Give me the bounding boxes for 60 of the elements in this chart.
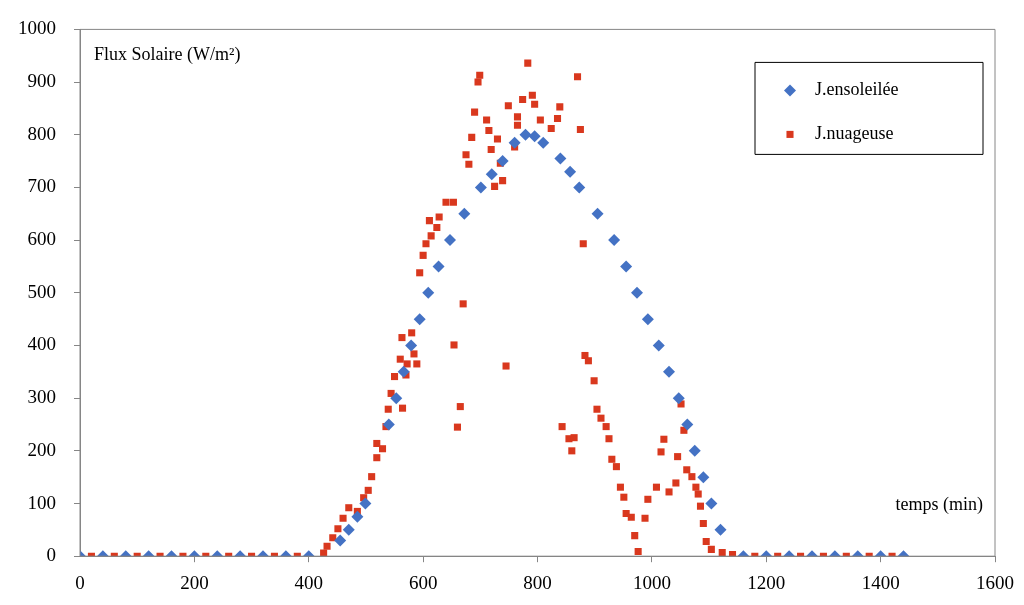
point: [591, 207, 604, 220]
x-tick-label: 1600: [976, 571, 1014, 593]
point: [351, 510, 364, 523]
point: [334, 534, 347, 547]
point: [672, 392, 685, 405]
y-tick-label: 200: [27, 438, 56, 460]
point: [554, 152, 567, 165]
point: [519, 128, 532, 141]
point: [631, 286, 644, 299]
point: [652, 339, 665, 352]
point: [496, 155, 509, 168]
legend-label: J.nuageuse: [815, 123, 894, 144]
point: [573, 181, 586, 194]
x-tick-label: 1400: [861, 571, 900, 593]
point: [359, 497, 372, 510]
y-tick-label: 600: [27, 228, 56, 250]
point: [681, 418, 694, 431]
x-tick-label: 800: [523, 571, 552, 593]
x-tick-label: 0: [75, 571, 85, 593]
point: [641, 313, 654, 326]
point: [663, 365, 676, 378]
x-tick-label: 200: [180, 571, 209, 593]
legend-label: J.ensoleilée: [815, 79, 899, 100]
y-tick-label: 1000: [18, 17, 56, 39]
point: [528, 130, 541, 143]
y-tick-label: 800: [27, 122, 56, 144]
point: [620, 260, 633, 273]
point: [458, 207, 471, 220]
point: [382, 418, 395, 431]
y-tick-label: 300: [27, 386, 56, 408]
point: [564, 165, 577, 178]
x-tick-label: 400: [294, 571, 323, 593]
point: [397, 365, 410, 378]
y-tick-label: 100: [27, 491, 56, 513]
y-tick-label: 400: [27, 333, 56, 355]
point: [508, 136, 521, 149]
y-tick-label: 900: [27, 70, 56, 92]
x-tick-label: 1200: [747, 571, 786, 593]
x-tick-label: 1000: [632, 571, 671, 593]
point: [608, 234, 621, 247]
y-axis-title: Flux Solaire (W/m²): [94, 44, 241, 66]
y-tick-label: 500: [27, 280, 56, 302]
point: [422, 286, 435, 299]
x-tick-label: 600: [408, 571, 438, 593]
y-tick-label: 700: [27, 175, 56, 197]
point: [474, 181, 487, 194]
point: [413, 313, 426, 326]
point: [432, 260, 445, 273]
point: [697, 471, 710, 484]
point: [405, 339, 418, 352]
point: [342, 523, 355, 536]
point: [714, 523, 727, 536]
point: [444, 234, 456, 247]
point: [485, 168, 498, 181]
point: [537, 136, 550, 149]
x-axis-title: temps (min): [895, 493, 983, 515]
y-tick-label: 0: [46, 544, 56, 566]
point: [390, 392, 403, 405]
point: [688, 444, 701, 457]
point: [705, 497, 718, 510]
